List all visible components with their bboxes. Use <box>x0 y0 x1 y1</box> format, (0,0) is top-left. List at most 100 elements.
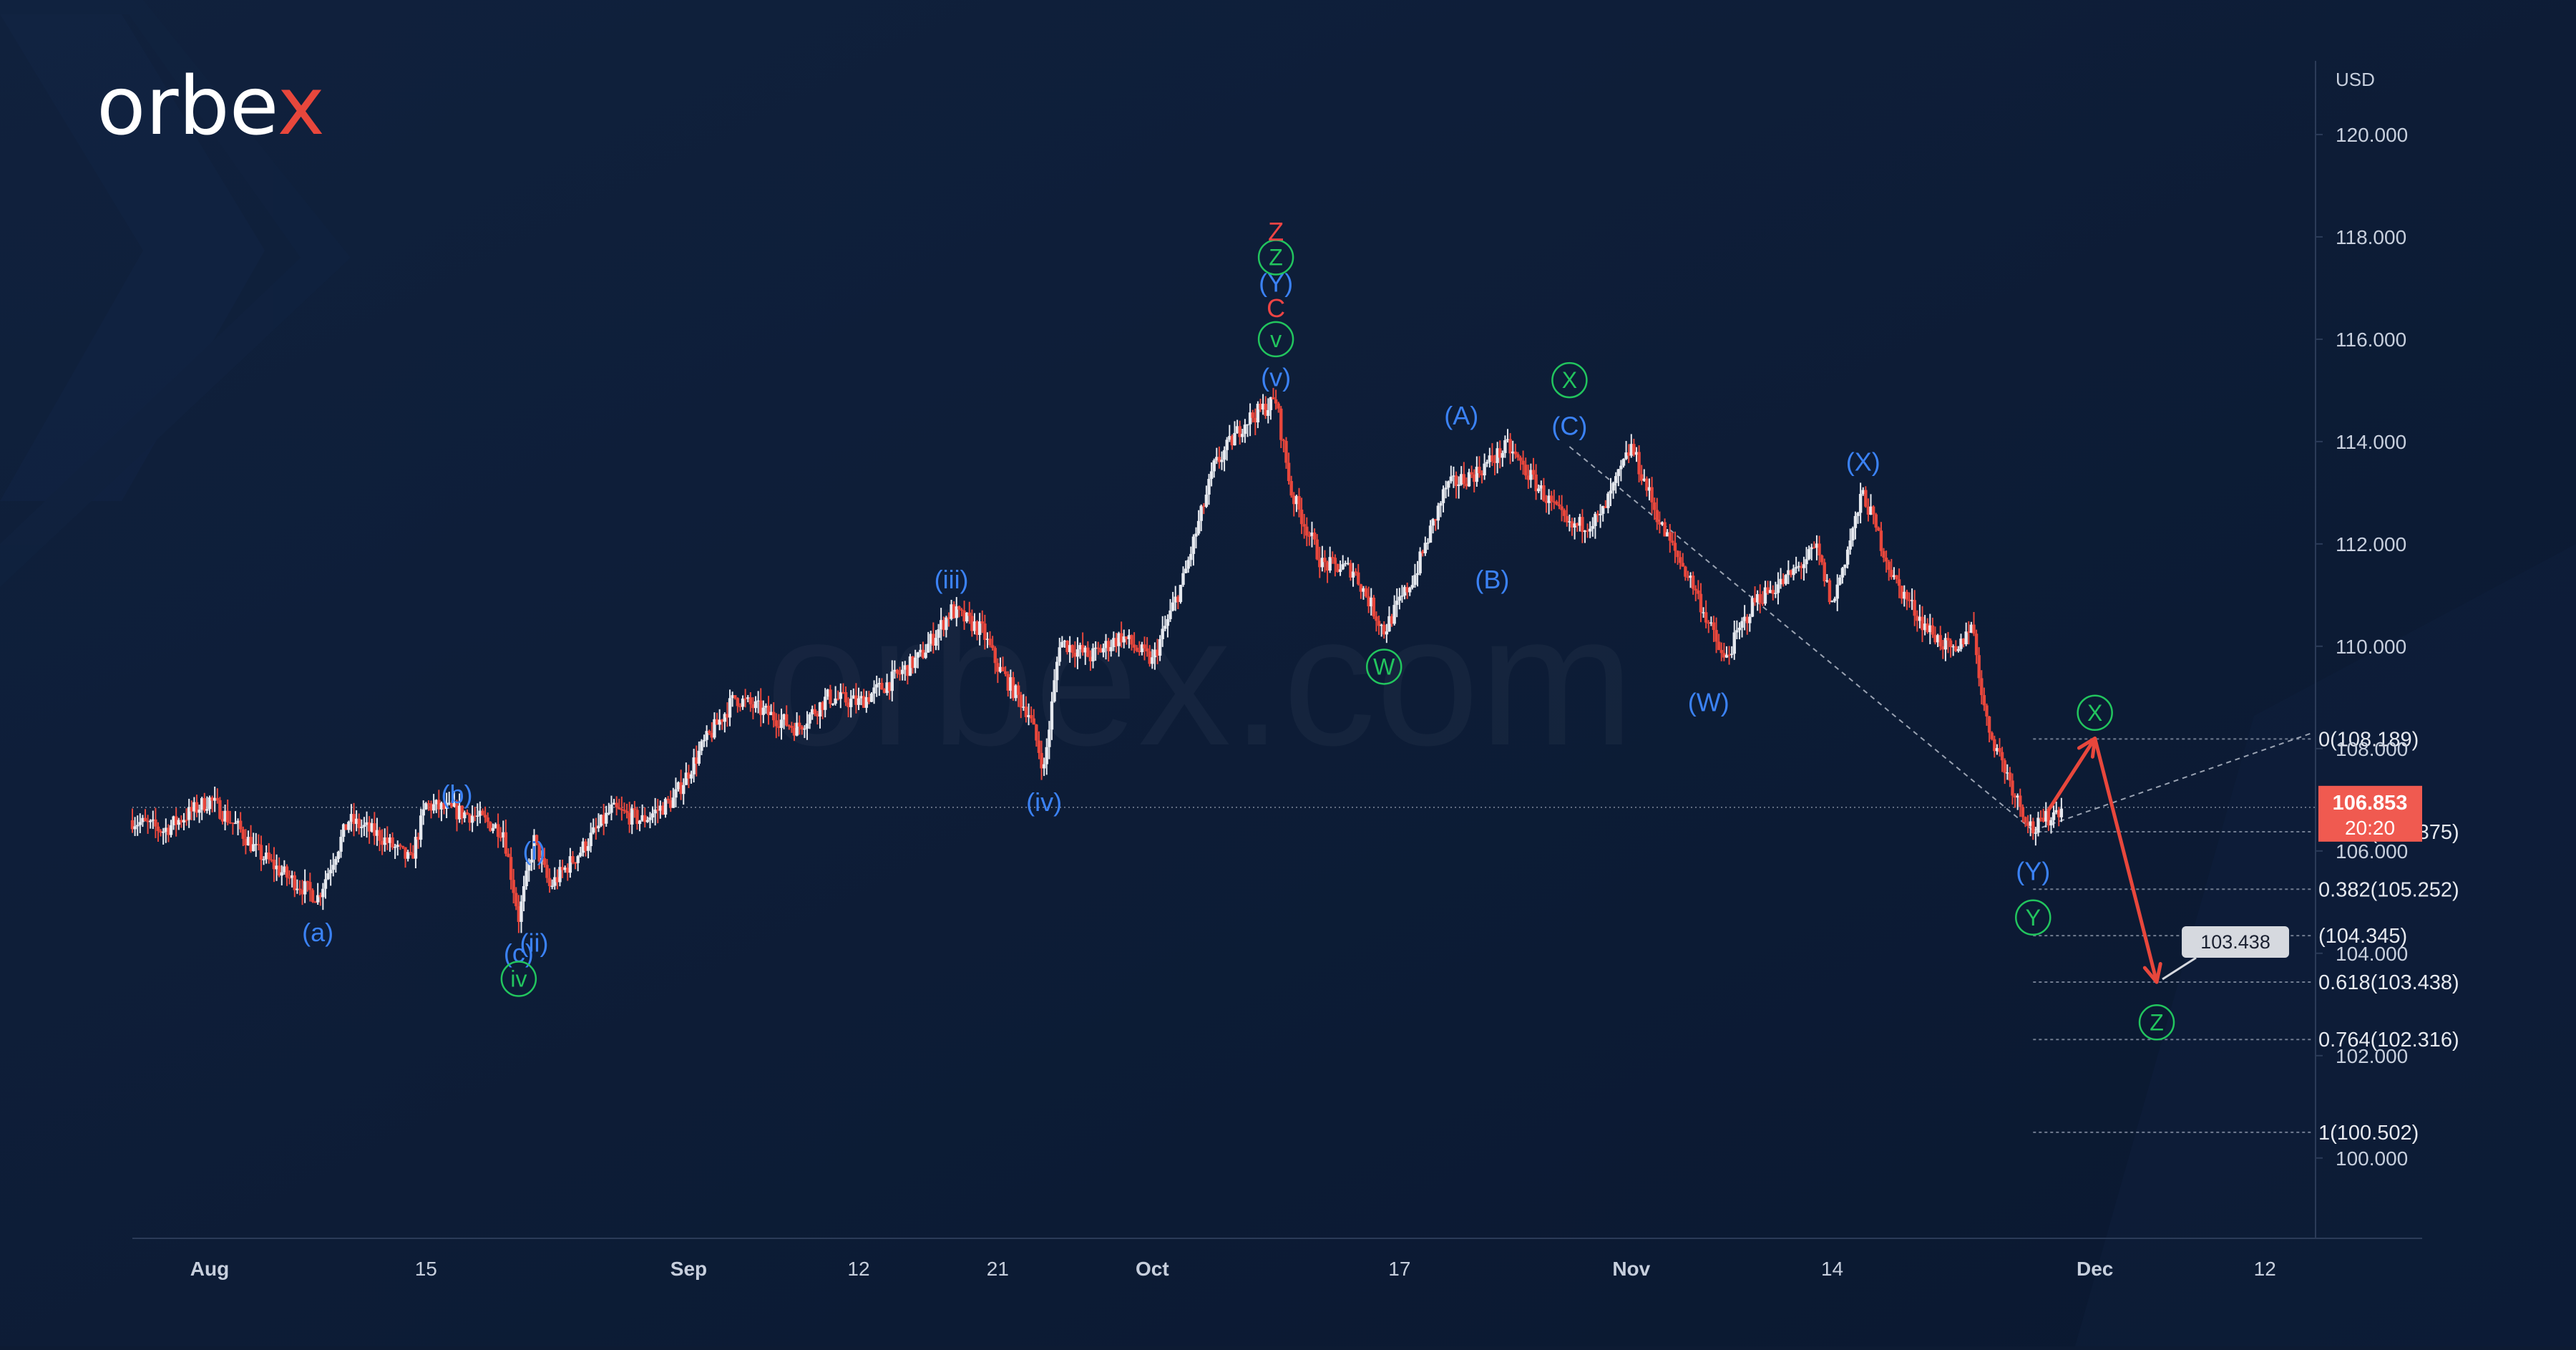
candle-body <box>679 782 683 795</box>
candle-body <box>331 865 335 870</box>
candle-body <box>1933 634 1937 643</box>
candle-body <box>303 880 307 895</box>
candle-body <box>859 696 863 699</box>
candle-body <box>633 808 637 810</box>
candle-body <box>1465 483 1468 487</box>
candle-body <box>1864 490 1868 507</box>
candle-body <box>996 663 1000 672</box>
candle-body <box>249 837 253 852</box>
candle-body <box>571 856 575 863</box>
candle-body <box>169 825 173 835</box>
candle-body <box>1928 625 1932 633</box>
candle-body <box>373 823 376 836</box>
candle-body <box>1588 528 1592 532</box>
candle-body <box>1415 573 1420 576</box>
candle-body <box>1789 570 1793 576</box>
candle-body <box>1331 557 1335 558</box>
candle-body <box>1974 633 1979 656</box>
wave-label: (c) <box>504 938 534 968</box>
candle-body <box>602 815 605 824</box>
candle-body <box>1302 524 1306 527</box>
candle-body <box>1686 576 1690 578</box>
candle-body <box>1344 563 1347 565</box>
candle-body <box>1009 677 1013 691</box>
candle-body <box>872 687 876 694</box>
candle-body <box>1954 646 1958 651</box>
candle-body <box>1990 732 1994 739</box>
candle-body <box>187 807 191 820</box>
candle-body <box>1127 635 1131 639</box>
y-tick-label: 106.000 <box>2336 840 2408 863</box>
x-tick-label: Nov <box>1612 1258 1650 1280</box>
candle-body <box>1856 513 1860 516</box>
wave-label: (B) <box>1475 565 1509 594</box>
candle-body <box>2029 821 2032 826</box>
candle-body <box>1148 651 1151 664</box>
x-tick-label: 12 <box>847 1258 869 1280</box>
candle-body <box>1428 525 1433 543</box>
candle-body <box>1261 404 1265 410</box>
candle-body <box>262 859 265 860</box>
candle-body <box>1557 504 1561 507</box>
candle-body <box>718 719 721 725</box>
candle-body <box>362 825 366 827</box>
candle-body <box>321 888 325 898</box>
candle-body <box>460 805 464 819</box>
candle-body <box>1964 631 1968 645</box>
candle-body <box>1284 441 1288 463</box>
candle-body <box>285 866 289 878</box>
candle-body <box>1243 424 1247 434</box>
candle-body <box>1181 573 1185 586</box>
candle-body <box>1207 479 1211 495</box>
candle-body <box>296 888 299 890</box>
candle-body <box>1637 452 1641 475</box>
candle-body <box>1926 623 1929 633</box>
candle-body <box>370 823 374 832</box>
candle-body <box>1521 460 1525 465</box>
candle-body <box>945 617 948 631</box>
candle-body <box>568 856 572 873</box>
candle-body <box>769 712 773 716</box>
candle-body <box>605 812 608 824</box>
candle-body <box>558 867 562 883</box>
candle-body <box>1238 426 1241 437</box>
candle-body <box>1354 571 1357 573</box>
candle-body <box>2057 810 2061 817</box>
candle-body <box>1217 457 1221 462</box>
candle-body <box>847 702 850 707</box>
candle-body <box>2000 752 2004 761</box>
candle-body <box>2054 810 2058 812</box>
candle-body <box>1132 644 1136 648</box>
candle-body <box>1349 563 1352 578</box>
candle-body <box>1402 587 1407 596</box>
candle-body <box>932 633 935 646</box>
candle-body <box>1305 526 1309 536</box>
candle-body <box>380 840 384 845</box>
candle-body <box>1784 575 1787 584</box>
candle-body <box>1884 558 1888 562</box>
candle-body <box>1060 641 1064 648</box>
candle-body <box>257 844 260 845</box>
candle-body <box>638 820 642 825</box>
candle-body <box>1498 448 1502 458</box>
candle-body <box>635 810 639 825</box>
candle-body <box>1813 547 1816 548</box>
candle-body <box>218 800 222 819</box>
candle-body <box>1454 475 1458 486</box>
candle-body <box>2039 817 2043 819</box>
candle-body <box>826 689 830 697</box>
candle-body <box>1776 584 1780 593</box>
candle-body <box>1980 678 1984 696</box>
candle-body <box>545 865 549 878</box>
candle-body <box>1279 408 1283 440</box>
candle-body <box>388 837 392 843</box>
wave-label-circle <box>1551 361 1588 399</box>
wave-label-circle <box>1366 649 1402 685</box>
candle-body <box>301 890 304 895</box>
candle-body <box>164 827 167 832</box>
candle-body <box>496 824 500 837</box>
candle-body <box>1277 403 1280 409</box>
candle-body <box>1169 610 1172 619</box>
candle-body <box>1560 506 1563 510</box>
